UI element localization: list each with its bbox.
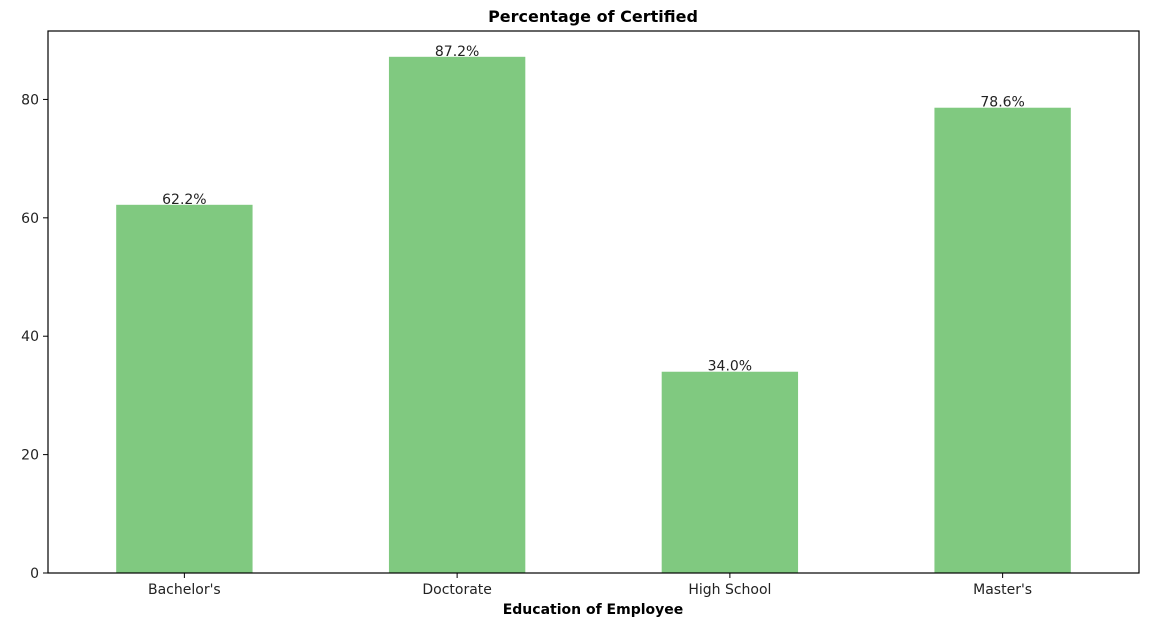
chart-title: Percentage of Certified bbox=[488, 7, 698, 26]
y-tick-label: 20 bbox=[21, 448, 39, 464]
y-tick-label: 80 bbox=[21, 92, 39, 108]
bar bbox=[934, 107, 1071, 574]
plot-frame bbox=[47, 30, 1140, 574]
bar bbox=[388, 56, 526, 574]
x-axis: Bachelor's Doctorate High School Master's bbox=[148, 573, 1032, 598]
data-labels-layer: 62.2% 87.2% 34.0% 78.6% bbox=[162, 44, 1025, 375]
y-axis: 0 20 40 60 80 bbox=[21, 92, 48, 582]
y-tick-label: 40 bbox=[21, 329, 39, 345]
x-axis-label: Education of Employee bbox=[503, 602, 684, 618]
bar bbox=[116, 204, 253, 573]
bar bbox=[661, 371, 799, 573]
data-label: 34.0% bbox=[708, 359, 752, 375]
data-label: 87.2% bbox=[435, 44, 479, 60]
data-label: 62.2% bbox=[162, 192, 206, 208]
x-tick-label: High School bbox=[688, 582, 771, 598]
x-tick-label: Bachelor's bbox=[148, 582, 221, 598]
x-tick-label: Doctorate bbox=[422, 582, 492, 598]
y-tick-label: 0 bbox=[30, 566, 39, 582]
data-label: 78.6% bbox=[980, 95, 1024, 111]
y-tick-label: 60 bbox=[21, 211, 39, 227]
bars-layer bbox=[116, 56, 1071, 574]
x-tick-label: Master's bbox=[973, 582, 1032, 598]
